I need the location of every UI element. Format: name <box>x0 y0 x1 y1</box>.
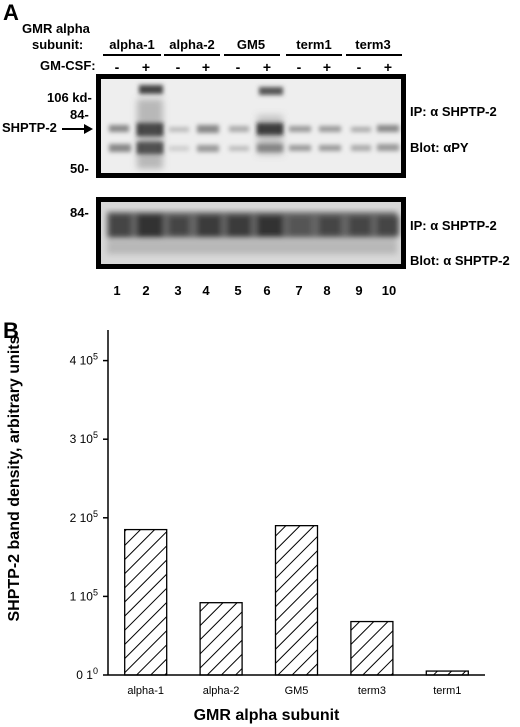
top-blot-image <box>96 74 406 178</box>
bar-term1 <box>425 670 469 676</box>
mw-marker-50: 50- <box>70 161 89 176</box>
lane-number: 10 <box>381 283 397 298</box>
gmcsf-label: GM-CSF: <box>40 58 96 73</box>
lane-number: 4 <box>202 283 210 298</box>
y-tick-label: 3 105 <box>70 430 98 446</box>
x-tick-label: GM5 <box>285 685 309 697</box>
arrow-icon <box>62 124 93 134</box>
sign-lane-3: - <box>175 59 181 75</box>
panel-a-letter: A <box>3 0 19 25</box>
top-blot-blot-label: Blot: αPY <box>410 140 469 155</box>
x-tick-label: alpha-2 <box>203 685 240 697</box>
bottom-blot-blot-label: Blot: α SHPTP-2 <box>410 253 510 268</box>
bottom-blot-image <box>96 197 406 269</box>
mw-marker-84-top: 84- <box>70 107 89 122</box>
sign-lane-6: + <box>262 59 272 75</box>
group-label-alpha1: alpha-1 <box>109 37 155 52</box>
bar-term3 <box>350 620 394 676</box>
sign-lane-10: + <box>383 59 393 75</box>
sign-lane-2: + <box>141 59 151 75</box>
sign-lane-7: - <box>296 59 302 75</box>
arrow-label-shptp2: SHPTP-2 <box>2 120 57 135</box>
lane-number: 6 <box>263 283 271 298</box>
group-underline-gm5 <box>224 54 280 56</box>
lane-number: 1 <box>113 283 121 298</box>
panel-b-letter: B <box>3 318 19 343</box>
sign-lane-9: - <box>356 59 362 75</box>
x-tick-label: term3 <box>358 685 386 697</box>
mw-marker-106: 106 kd- <box>47 90 92 105</box>
x-axis-label: GMR alpha subunit <box>194 707 340 724</box>
group-label-term3: term3 <box>355 37 391 52</box>
subunit-label-line1: GMR alpha <box>22 21 90 36</box>
mw-marker-84-bottom: 84- <box>70 205 89 220</box>
sign-lane-1: - <box>114 59 120 75</box>
x-tick-label: alpha-1 <box>127 685 164 697</box>
bottom-blot-ip-label: IP: α SHPTP-2 <box>410 218 497 233</box>
group-underline-term3 <box>346 54 402 56</box>
sign-lane-5: - <box>235 59 241 75</box>
lane-number: 8 <box>323 283 331 298</box>
lane-number: 2 <box>142 283 150 298</box>
group-underline-term1 <box>286 54 342 56</box>
top-blot-ip-label: IP: α SHPTP-2 <box>410 104 497 119</box>
group-label-alpha2: alpha-2 <box>169 37 215 52</box>
y-tick-label: 2 105 <box>70 509 98 525</box>
group-label-gm5: GM5 <box>236 37 266 52</box>
group-label-term1: term1 <box>296 37 332 52</box>
bar-GM5 <box>274 525 319 676</box>
x-tick-label: term1 <box>433 685 461 697</box>
sign-lane-4: + <box>201 59 211 75</box>
lane-number: 5 <box>234 283 242 298</box>
subunit-label-line2: subunit: <box>32 37 84 52</box>
lane-number: 7 <box>295 283 303 298</box>
y-tick-label: 0 10 <box>76 666 98 682</box>
group-underline-alpha1 <box>103 54 161 56</box>
y-axis-label: SHPTP-2 band density, arbitrary units <box>6 335 23 621</box>
group-underline-alpha2 <box>164 54 220 56</box>
y-tick-label: 4 105 <box>70 352 98 368</box>
bar-alpha-2 <box>199 602 243 676</box>
sign-lane-8: + <box>322 59 332 75</box>
lane-number: 3 <box>174 283 182 298</box>
lane-number: 9 <box>355 283 363 298</box>
bar-alpha-1 <box>124 528 168 676</box>
y-tick-label: 1 105 <box>70 587 98 603</box>
